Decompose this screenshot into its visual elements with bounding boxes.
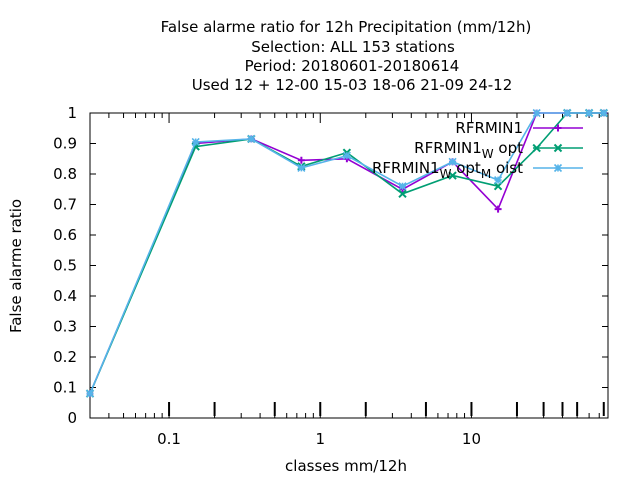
y-tick-label: 0.7	[53, 196, 77, 214]
x-tick-label: 0.1	[157, 430, 181, 448]
legend-item-3: RFRMIN1W optM oist	[372, 159, 583, 181]
legend-label: RFRMIN1	[455, 119, 523, 137]
x-marker	[448, 171, 457, 180]
star-marker	[553, 163, 563, 173]
y-tick-label: 0.4	[53, 287, 77, 305]
x-marker	[493, 181, 503, 191]
y-tick-label: 0.8	[53, 165, 77, 183]
star-marker	[563, 108, 572, 118]
y-tick-label: 0.9	[53, 135, 77, 153]
plus-marker	[297, 156, 305, 164]
y-tick-label: 0.1	[53, 379, 77, 397]
y-tick-label: 0.3	[53, 318, 77, 336]
x-marker	[553, 143, 563, 153]
y-tick-label: 0.5	[53, 257, 77, 275]
legend-label: RFRMIN1W optM oist	[372, 159, 523, 181]
y-tick-label: 0	[67, 409, 77, 427]
star-marker	[297, 163, 306, 172]
axes: 0 0.1 0.2 0.3 0.4 0.5 0.6 0.7 0.8 0.9 1 0.1 1 10	[53, 104, 609, 448]
star-marker	[585, 108, 594, 118]
title-line-1: False alarme ratio for 12h Precipitation…	[161, 18, 532, 36]
star-marker	[532, 108, 541, 118]
legend-item-1: RFRMIN1	[455, 119, 583, 137]
x-tick-label: 1	[315, 430, 325, 448]
legend-item-2: RFRMIN1W opt	[414, 139, 583, 161]
star-marker	[247, 134, 256, 143]
title-line-3: Period: 20180601-20180614	[245, 57, 460, 75]
series-line	[89, 112, 604, 394]
y-tick-label: 0.6	[53, 226, 77, 244]
series-layer	[85, 108, 608, 398]
x-marker	[398, 189, 407, 199]
chart-title: False alarme ratio for 12h Precipitation…	[161, 18, 532, 94]
y-tick-label: 1	[67, 104, 77, 122]
title-line-4: Used 12 + 12-00 15-03 18-06 21-09 24-12	[192, 76, 513, 94]
series-3	[85, 108, 608, 398]
plus-marker	[554, 124, 562, 132]
y-axis-label: False alarme ratio	[7, 199, 25, 333]
star-marker	[398, 182, 407, 191]
title-line-2: Selection: ALL 153 stations	[251, 38, 455, 56]
x-tick-label: 10	[462, 430, 481, 448]
legend-label: RFRMIN1W opt	[414, 139, 523, 161]
star-marker	[85, 389, 95, 398]
x-axis-label: classes mm/12h	[285, 457, 407, 475]
star-marker	[448, 157, 457, 166]
y-tick-label: 0.2	[53, 348, 77, 366]
star-marker	[191, 137, 200, 147]
star-marker	[599, 108, 608, 118]
star-marker	[494, 176, 503, 185]
plus-marker	[494, 205, 502, 213]
star-marker	[342, 151, 351, 160]
